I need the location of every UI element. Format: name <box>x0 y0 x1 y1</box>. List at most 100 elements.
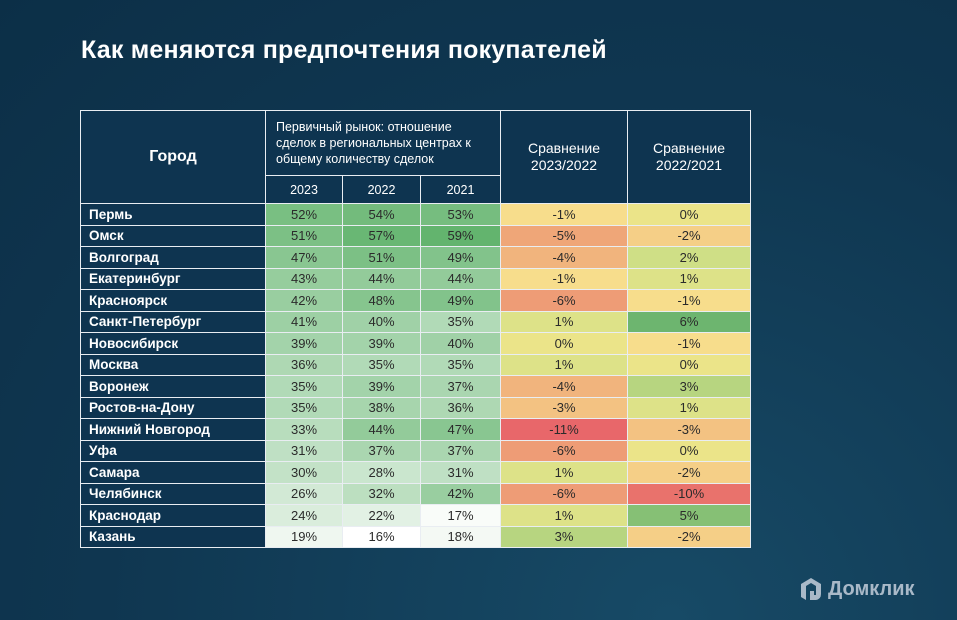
compare-2022-2021-cell: -2% <box>627 461 751 484</box>
table-row: Екатеринбург 43% 44% 44% -1% 1% <box>80 267 751 290</box>
city-header: Город <box>80 110 266 204</box>
share-2021-cell: 44% <box>420 267 501 290</box>
share-2023-cell: 36% <box>265 353 343 376</box>
share-2023-cell: 19% <box>265 525 343 548</box>
year-header-2023: 2023 <box>265 175 343 204</box>
house-icon <box>801 578 821 600</box>
city-cell: Краснодар <box>80 504 266 527</box>
city-table: Город Первичный рынок: отношение сделок … <box>80 110 751 548</box>
city-cell: Красноярск <box>80 289 266 312</box>
share-2023-cell: 24% <box>265 504 343 527</box>
compare-2023-2022-cell: 1% <box>500 461 628 484</box>
share-2023-cell: 35% <box>265 375 343 398</box>
table-row: Самара 30% 28% 31% 1% -2% <box>80 461 751 484</box>
compare-2023-2022-cell: -1% <box>500 203 628 226</box>
compare-2023-2022-cell: -3% <box>500 396 628 419</box>
share-2021-cell: 17% <box>420 504 501 527</box>
share-2023-cell: 30% <box>265 461 343 484</box>
compare-2023-2022-cell: -1% <box>500 267 628 290</box>
share-2022-cell: 39% <box>342 332 421 355</box>
city-cell: Пермь <box>80 203 266 226</box>
year-header-2021: 2021 <box>420 175 501 204</box>
share-2021-cell: 37% <box>420 439 501 462</box>
compare-2022-2021-cell: -1% <box>627 332 751 355</box>
compare-2023-2022-cell: 3% <box>500 525 628 548</box>
table-row: Новосибирск 39% 39% 40% 0% -1% <box>80 332 751 355</box>
city-cell: Казань <box>80 525 266 548</box>
share-2023-cell: 39% <box>265 332 343 355</box>
share-2021-cell: 31% <box>420 461 501 484</box>
compare-2022-2021-cell: 0% <box>627 203 751 226</box>
share-2022-cell: 39% <box>342 375 421 398</box>
compare-2022-2021-cell: -3% <box>627 418 751 441</box>
city-cell: Санкт-Петербург <box>80 310 266 333</box>
share-2021-cell: 18% <box>420 525 501 548</box>
share-2022-cell: 48% <box>342 289 421 312</box>
share-2022-cell: 35% <box>342 353 421 376</box>
city-cell: Екатеринбург <box>80 267 266 290</box>
compare-2023-2022-cell: -4% <box>500 246 628 269</box>
table-row: Москва 36% 35% 35% 1% 0% <box>80 353 751 376</box>
share-2023-cell: 26% <box>265 482 343 505</box>
compare-2022-2021-cell: -2% <box>627 525 751 548</box>
table-row: Краснодар 24% 22% 17% 1% 5% <box>80 504 751 527</box>
table-row: Нижний Новгород 33% 44% 47% -11% -3% <box>80 418 751 441</box>
table-row: Красноярск 42% 48% 49% -6% -1% <box>80 289 751 312</box>
share-2022-cell: 22% <box>342 504 421 527</box>
compare-2023-2022-cell: 1% <box>500 504 628 527</box>
share-2022-cell: 16% <box>342 525 421 548</box>
share-2021-cell: 47% <box>420 418 501 441</box>
share-2021-cell: 42% <box>420 482 501 505</box>
city-cell: Челябинск <box>80 482 266 505</box>
compare-2022-2021-cell: 1% <box>627 267 751 290</box>
city-cell: Новосибирск <box>80 332 266 355</box>
city-cell: Москва <box>80 353 266 376</box>
city-cell: Самара <box>80 461 266 484</box>
table-row: Казань 19% 16% 18% 3% -2% <box>80 525 751 548</box>
share-2023-cell: 43% <box>265 267 343 290</box>
compare-2022-2021-cell: 0% <box>627 353 751 376</box>
share-2023-cell: 31% <box>265 439 343 462</box>
page-title: Как меняются предпочтения покупателей <box>81 36 607 64</box>
share-2022-cell: 51% <box>342 246 421 269</box>
compare-2023-2022-cell: 1% <box>500 310 628 333</box>
compare-2023-2022-cell: -11% <box>500 418 628 441</box>
compare-2022-2021-header: Сравнение 2022/2021 <box>627 110 751 204</box>
share-2022-cell: 54% <box>342 203 421 226</box>
city-cell: Ростов-на-Дону <box>80 396 266 419</box>
share-2021-cell: 35% <box>420 353 501 376</box>
compare-2023-2022-cell: -6% <box>500 289 628 312</box>
compare-2022-2021-cell: 2% <box>627 246 751 269</box>
share-2022-cell: 44% <box>342 418 421 441</box>
share-2022-cell: 28% <box>342 461 421 484</box>
share-2021-cell: 53% <box>420 203 501 226</box>
compare-2022-2021-cell: 6% <box>627 310 751 333</box>
share-2023-cell: 52% <box>265 203 343 226</box>
city-cell: Воронеж <box>80 375 266 398</box>
year-header-2022: 2022 <box>342 175 421 204</box>
share-2023-cell: 35% <box>265 396 343 419</box>
table-row: Омск 51% 57% 59% -5% -2% <box>80 224 751 247</box>
share-2022-cell: 32% <box>342 482 421 505</box>
table-row: Волгоград 47% 51% 49% -4% 2% <box>80 246 751 269</box>
logo-text: Домклик <box>828 577 915 600</box>
table-row: Пермь 52% 54% 53% -1% 0% <box>80 203 751 226</box>
table-row: Ростов-на-Дону 35% 38% 36% -3% 1% <box>80 396 751 419</box>
compare-2022-2021-cell: 0% <box>627 439 751 462</box>
share-2021-cell: 49% <box>420 289 501 312</box>
compare-2023-2022-cell: 0% <box>500 332 628 355</box>
table-row: Уфа 31% 37% 37% -6% 0% <box>80 439 751 462</box>
compare-2023-2022-header: Сравнение 2023/2022 <box>500 110 628 204</box>
city-cell: Уфа <box>80 439 266 462</box>
compare-2022-2021-cell: 5% <box>627 504 751 527</box>
compare-2022-2021-cell: 3% <box>627 375 751 398</box>
share-2022-cell: 37% <box>342 439 421 462</box>
city-cell: Омск <box>80 224 266 247</box>
share-2023-cell: 47% <box>265 246 343 269</box>
share-2021-cell: 35% <box>420 310 501 333</box>
city-cell: Волгоград <box>80 246 266 269</box>
share-2021-cell: 59% <box>420 224 501 247</box>
compare-2023-2022-cell: -6% <box>500 482 628 505</box>
share-2021-cell: 49% <box>420 246 501 269</box>
table-row: Челябинск 26% 32% 42% -6% -10% <box>80 482 751 505</box>
